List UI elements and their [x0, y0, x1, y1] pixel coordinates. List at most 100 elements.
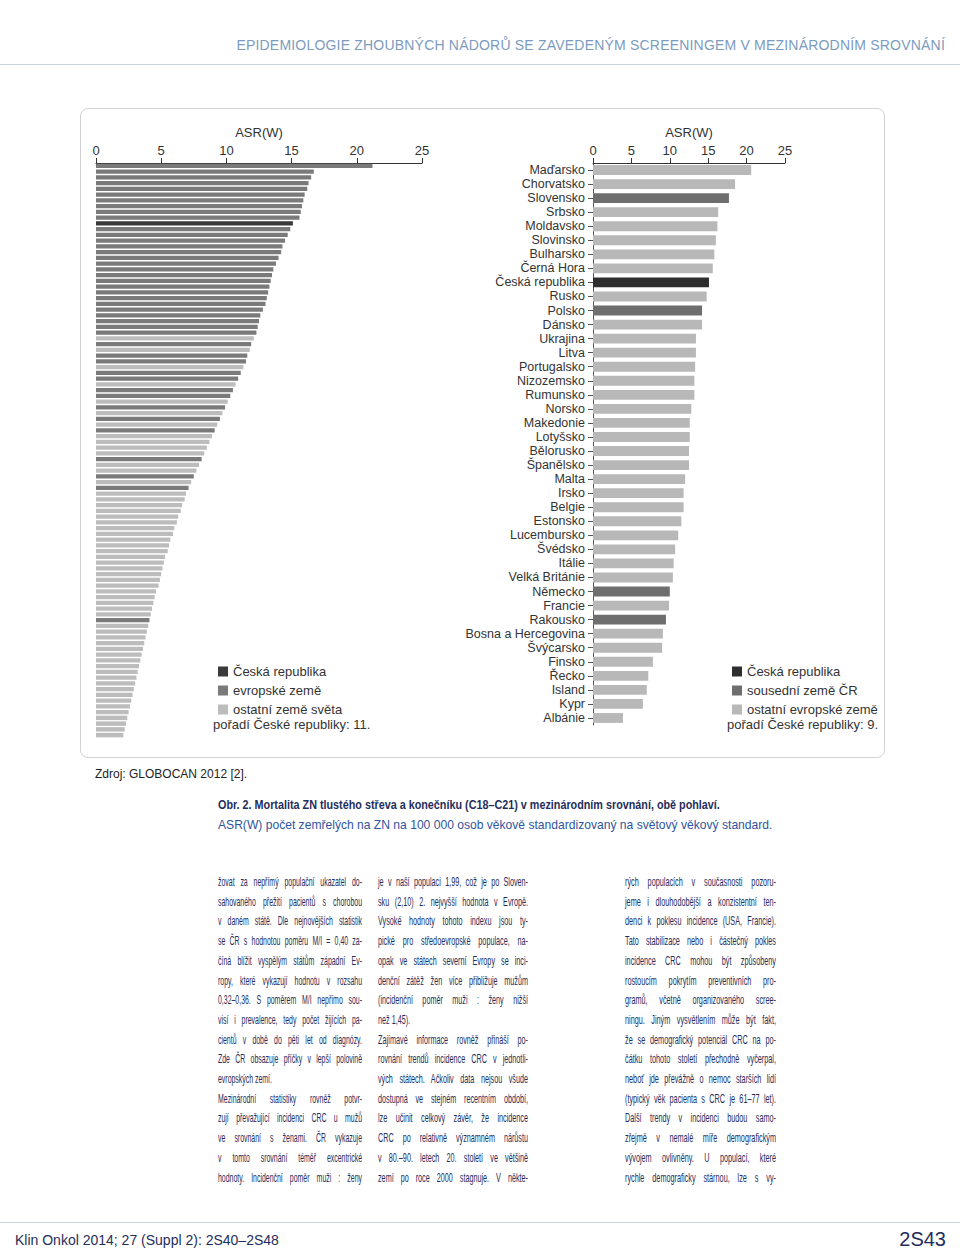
html-text:cientů v době do pěti let od d: cientů v době do pěti let od diagnózy. — [218, 1031, 362, 1047]
html-text:ropy, které vykazují hodnotu v: ropy, které vykazují hodnotu v rozsahu — [218, 972, 362, 988]
svg-text:Bělorusko: Bělorusko — [529, 444, 585, 458]
svg-text:10: 10 — [219, 143, 233, 158]
svg-text:Moldavsko: Moldavsko — [525, 219, 585, 233]
svg-text:Makedonie: Makedonie — [524, 416, 585, 430]
html-text:denční zátěž žen více přibližu: denční zátěž žen více přibližuje mužům — [378, 972, 528, 988]
svg-text:Finsko: Finsko — [548, 655, 585, 669]
svg-text:0: 0 — [92, 143, 99, 158]
svg-text:Velká Británie: Velká Británie — [509, 570, 585, 584]
svg-text:Belgie: Belgie — [550, 500, 585, 514]
html-text:gramů, včetně organizovaného s: gramů, včetně organizovaného scree- — [625, 992, 776, 1008]
svg-text:ostatní země světa: ostatní země světa — [233, 702, 343, 717]
svg-text:pořadí České republiky: 9.: pořadí České republiky: 9. — [727, 717, 878, 732]
svg-text:5: 5 — [158, 143, 165, 158]
html-text:Vysoké hodnoty tohoto indexu j: Vysoké hodnoty tohoto indexu jsou ty- — [378, 913, 528, 929]
svg-text:15: 15 — [284, 143, 298, 158]
svg-text:Ukrajina: Ukrajina — [539, 332, 585, 346]
svg-text:10: 10 — [663, 143, 677, 158]
svg-text:Slovensko: Slovensko — [527, 191, 585, 205]
svg-text:sousední země ČR: sousední země ČR — [747, 683, 858, 698]
svg-text:Kypr: Kypr — [559, 697, 585, 711]
svg-text:Lotyšsko: Lotyšsko — [536, 430, 585, 444]
svg-text:Norsko: Norsko — [545, 402, 585, 416]
svg-text:ostatní evropské země: ostatní evropské země — [747, 702, 878, 717]
svg-text:20: 20 — [350, 143, 364, 158]
svg-text:15: 15 — [701, 143, 715, 158]
svg-text:Estonsko: Estonsko — [534, 514, 585, 528]
svg-text:Srbsko: Srbsko — [546, 205, 585, 219]
html-text:číná blížit vyspělým státům zá: číná blížit vyspělým státům západní Ev- — [218, 952, 362, 968]
html-text:se ČR s hodnotou poměru M/I =: se ČR s hodnotou poměru M/I = 0,40 za- — [218, 933, 362, 949]
svg-text:Nizozemsko: Nizozemsko — [517, 374, 585, 388]
html-text:opak ve státech severní Evropy: opak ve státech severní Evropy se inci- — [378, 952, 528, 968]
svg-text:Dánsko: Dánsko — [543, 318, 585, 332]
svg-text:Bulharsko: Bulharsko — [529, 247, 585, 261]
html-text:Zde ČR obsazuje příčky v lepší: Zde ČR obsazuje příčky v lepší polovině — [218, 1051, 362, 1067]
svg-text:Itálie: Itálie — [559, 556, 585, 570]
svg-text:Slovinsko: Slovinsko — [532, 233, 586, 247]
svg-text:5: 5 — [628, 143, 635, 158]
svg-text:Lucembursko: Lucembursko — [510, 528, 585, 542]
svg-text:25: 25 — [778, 143, 792, 158]
svg-text:evropské země: evropské země — [233, 683, 321, 698]
html-text:(incidenční poměr muži : ženy: (incidenční poměr muži : ženy nižší — [378, 992, 528, 1008]
svg-text:Albánie: Albánie — [543, 711, 585, 725]
html-text:Zajímavé informace rovněž přin: Zajímavé informace rovněž přináší po- — [378, 1031, 528, 1047]
html-text:Tato stabilizace nebo i částeč: Tato stabilizace nebo i částečný pokles — [625, 933, 776, 949]
svg-text:Rumunsko: Rumunsko — [525, 388, 585, 402]
html-text:než 1,45).: než 1,45). — [378, 1011, 411, 1027]
html-text:lze učinit celkový závěr, že i: lze učinit celkový závěr, že incidence — [378, 1110, 528, 1126]
html-text:incidence CRC mohou být způsob: incidence CRC mohou být způsobeny — [625, 952, 776, 968]
svg-text:Island: Island — [552, 683, 585, 697]
svg-text:Řecko: Řecko — [550, 668, 585, 683]
html-text:ve srovnání s ženami. ČR vykaz: ve srovnání s ženami. ČR vykazuje — [218, 1130, 362, 1146]
svg-text:Chorvatsko: Chorvatsko — [522, 177, 585, 191]
svg-text:Rakousko: Rakousko — [529, 613, 585, 627]
html-text:rovnání trendů incidence CRC v: rovnání trendů incidence CRC v jednotli- — [378, 1051, 528, 1067]
svg-text:ASR(W): ASR(W) — [235, 125, 283, 140]
html-text:zemí po roce 2000 stagnuje. V: zemí po roce 2000 stagnuje. V někte- — [378, 1169, 528, 1185]
svg-text:Švédsko: Švédsko — [537, 541, 585, 556]
html-text:pické pro středoevropské popul: pické pro středoevropské populace, na- — [378, 933, 528, 949]
svg-text:Maďarsko: Maďarsko — [529, 163, 585, 177]
html-text:sku (2,10) 2. nejvyšší hodnota: sku (2,10) 2. nejvyšší hodnota v Evropě. — [378, 893, 528, 909]
html-text:v 80.–90. letech 20. století v: v 80.–90. letech 20. století ve většině — [378, 1149, 528, 1165]
html-text:hodnoty. Incidenční poměr muži: hodnoty. Incidenční poměr muži : ženy — [218, 1169, 362, 1185]
html-text:v daném státě. Dle nejnovějšíc: v daném státě. Dle nejnovějších statisti… — [218, 913, 362, 929]
svg-text:25: 25 — [415, 143, 429, 158]
html-text:sahovaného přežití pacientů s: sahovaného přežití pacientů s chorobou — [218, 893, 362, 909]
svg-text:Švýcarsko: Švýcarsko — [527, 640, 585, 655]
svg-text:Irsko: Irsko — [558, 486, 585, 500]
svg-text:pořadí České republiky: 11.: pořadí České republiky: 11. — [213, 717, 370, 732]
html-text:že se demografický potenciál C: že se demografický potenciál CRC na po- — [625, 1031, 776, 1047]
svg-text:Česká republika: Česká republika — [747, 664, 841, 679]
svg-text:Litva: Litva — [559, 346, 585, 360]
html-text:zují převažující incidenci CRC: zují převažující incidenci CRC u mužů — [218, 1110, 362, 1126]
svg-text:Polsko: Polsko — [547, 304, 585, 318]
svg-text:Česká republika: Česká republika — [233, 664, 327, 679]
svg-text:Rusko: Rusko — [550, 289, 585, 303]
svg-text:Malta: Malta — [554, 472, 585, 486]
svg-text:Česká republika: Česká republika — [495, 274, 585, 289]
svg-text:Francie: Francie — [543, 599, 585, 613]
svg-text:0: 0 — [589, 143, 596, 158]
svg-text:Německo: Německo — [532, 585, 585, 599]
html-text:visí i prevalence, tedy počet: visí i prevalence, tedy počet žijících p… — [218, 1011, 362, 1027]
html-text:dostupná ve stejném recentním: dostupná ve stejném recentním období, — [378, 1090, 528, 1106]
html-text:ningu. Jiným vysvětlením může: ningu. Jiným vysvětlením může být fakt, — [625, 1011, 776, 1027]
svg-text:Španělsko: Španělsko — [527, 457, 585, 472]
svg-text:Portugalsko: Portugalsko — [519, 360, 585, 374]
svg-text:Bosna a Hercegovina: Bosna a Hercegovina — [465, 627, 585, 641]
svg-text:Černá Hora: Černá Hora — [520, 260, 585, 275]
html-text:Mezinárodní statistiky rovněž: Mezinárodní statistiky rovněž potvr- — [218, 1090, 362, 1106]
html-text:denci k poklesu incidence (USA: denci k poklesu incidence (USA, Francie)… — [625, 913, 776, 929]
html-text:0,32–0,36. S poměrem M/I nepří: 0,32–0,36. S poměrem M/I nepřímo sou- — [218, 992, 362, 1008]
html-text:rostoucím pokrytím preventivní: rostoucím pokrytím preventivních pro- — [625, 972, 776, 988]
html-text:jeme i dlouhodobější a konzist: jeme i dlouhodobější a konzistentní ten- — [625, 893, 776, 909]
svg-text:ASR(W): ASR(W) — [665, 125, 713, 140]
html-text:CRC po relativně významném nár: CRC po relativně významném nárůstu — [378, 1130, 528, 1146]
svg-text:20: 20 — [739, 143, 753, 158]
html-text:v tomto srovnání téměř excentr: v tomto srovnání téměř excentrické — [218, 1149, 362, 1165]
html-text:EPIDEMIOLOGIE ZHOUBNÝCH NÁDORŮ: EPIDEMIOLOGIE ZHOUBNÝCH NÁDORŮ SE ZAVEDE… — [236, 37, 945, 53]
html-text:2S43: 2S43 — [899, 1228, 946, 1250]
